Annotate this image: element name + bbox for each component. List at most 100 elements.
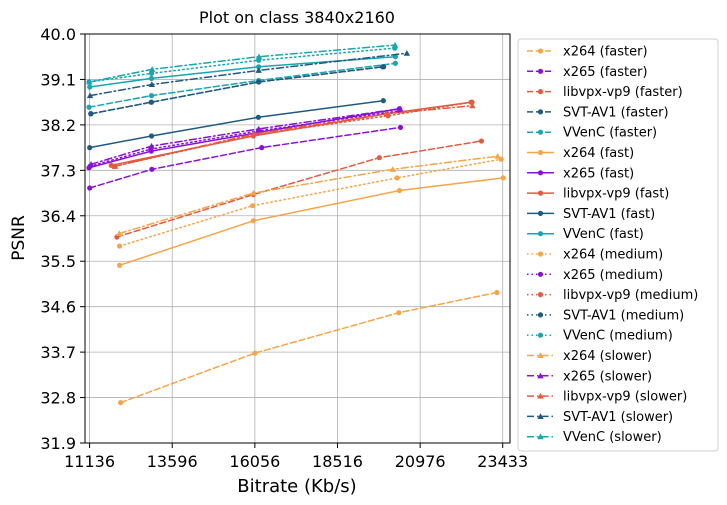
series-line [90,107,401,166]
data-point [87,185,93,191]
legend-marker [537,89,544,95]
data-point [391,41,399,48]
legend-label: x265 (fast) [563,166,634,181]
legend-entry-vvenc-medium: VVenC (medium) [527,329,673,344]
y-tick-label: 36.4 [40,207,76,226]
data-point [111,163,119,169]
data-point [478,138,485,144]
legend-entry-libvpx-vp9-fast: libvpx-vp9 (fast) [527,187,669,202]
data-point [255,125,262,132]
series-x264-slower [116,152,501,237]
data-point [376,155,382,161]
data-point [255,67,262,73]
data-point [148,70,155,76]
y-tick-label: 35.5 [40,252,76,271]
data-point [250,218,256,224]
legend-marker [537,210,544,216]
legend-label: VVenC (slower) [563,430,662,445]
data-point [256,79,262,85]
data-point [396,310,402,316]
legend-marker [537,332,544,338]
data-point [148,142,155,149]
data-point [86,78,93,85]
series-line [114,101,473,168]
data-point [86,104,92,110]
legend-entry-libvpx-vp9-slower: libvpx-vp9 (slower) [527,390,687,405]
data-point [87,84,93,90]
legend-label: VVenC (fast) [563,227,644,242]
legend-marker [537,392,544,399]
legend-entry-x264-medium: x264 (medium) [527,248,663,263]
legend-entry-vvenc-faster: VVenC (faster) [527,126,657,141]
data-point [469,102,476,109]
legend-label: SVT-AV1 (faster) [563,105,669,120]
series-x264-faster [118,289,500,406]
series-vvenc-medium [86,45,398,85]
legend-entry-x264-faster: x264 (faster) [527,45,648,60]
legend-entry-x264-fast: x264 (fast) [527,146,634,161]
data-point [381,64,387,70]
series-line [88,62,397,108]
y-axis-ticks: 31.9 32.8 33.7 34.6 35.5 36.4 37.3 38.2 39.1 40.0 [40,25,85,453]
legend-marker [537,109,544,115]
legend-entry-libvpx-vp9-medium: libvpx-vp9 (medium) [527,288,698,303]
data-point [396,105,404,112]
series-svt-av1-slower [86,49,411,99]
data-point [256,64,262,70]
data-point [149,166,155,172]
legend-label: x264 (fast) [563,146,634,161]
legend-marker [537,271,544,277]
legend-entry-svt-av1-medium: SVT-AV1 (medium) [527,308,684,323]
series-x264-fast [117,175,506,268]
x-tick-label: 11136 [64,452,115,471]
legend-marker [537,292,544,298]
legend-marker [537,251,544,257]
y-tick-label: 31.9 [40,434,76,453]
data-point [396,187,403,194]
x-tick-label: 13596 [147,452,198,471]
data-point [88,111,94,117]
data-point [255,114,261,120]
legend-label: libvpx-vp9 (medium) [563,288,698,303]
legend-marker [537,48,544,54]
data-point [117,243,123,249]
series-line [114,104,474,168]
series-vvenc-slower [86,41,399,85]
data-point [116,230,123,237]
legend-label: x265 (faster) [563,65,648,80]
data-point [255,53,263,60]
data-point [117,262,123,268]
series-x265-faster [87,124,404,191]
chart-title: Plot on class 3840x2160 [199,8,395,27]
x-axis-ticks: 11136 13596 16056 18516 20976 23433 [64,443,528,471]
x-tick-label: 20976 [395,452,446,471]
legend-label: SVT-AV1 (medium) [563,308,684,323]
y-axis-label: PSNR [9,215,29,261]
series-line [88,126,402,189]
legend-marker [537,129,544,135]
data-point [250,130,257,137]
data-point [118,400,124,406]
legend-label: VVenC (medium) [563,329,673,344]
series-svt-av1-medium [88,64,387,117]
series-line [118,158,503,247]
data-point [397,124,404,131]
data-point [250,189,257,196]
data-point [392,60,399,66]
data-point [86,92,94,99]
series-line [119,291,498,404]
y-tick-label: 37.3 [40,161,76,180]
data-point [148,66,156,72]
legend-label: x264 (slower) [563,349,652,364]
series-x265-slower [87,105,404,167]
x-tick-label: 23433 [477,452,528,471]
legend-label: x264 (faster) [563,45,648,60]
legend-entry-x265-faster: x265 (faster) [527,65,648,80]
data-point [494,289,500,296]
legend-marker [537,372,544,379]
y-tick-label: 33.7 [40,343,76,362]
data-point [148,133,155,139]
data-point [500,175,506,181]
legend-label: SVT-AV1 (slower) [563,410,673,425]
